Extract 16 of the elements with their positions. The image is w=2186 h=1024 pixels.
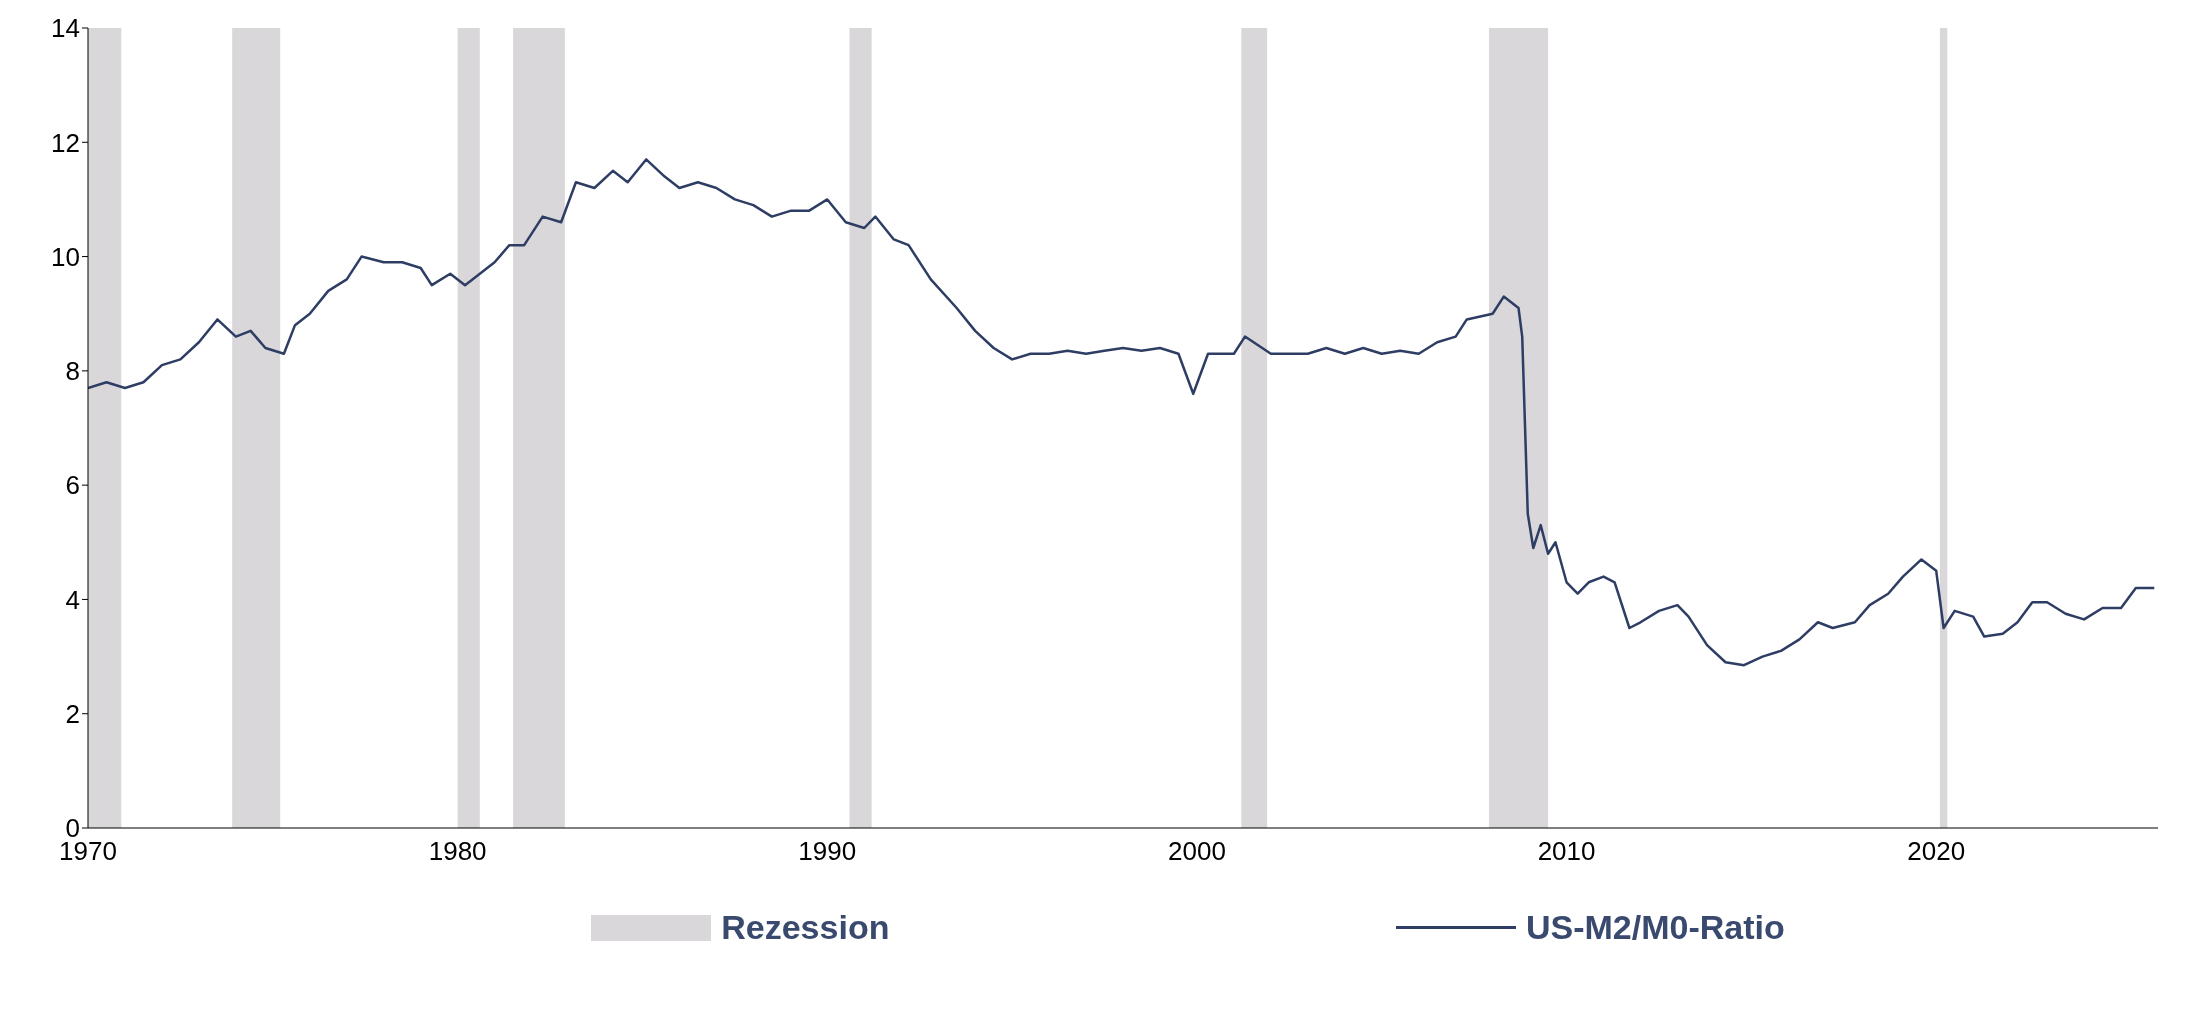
legend-label: Rezession bbox=[721, 908, 890, 947]
x-tick-label: 1980 bbox=[428, 836, 487, 867]
y-tick-label: 2 bbox=[65, 698, 80, 729]
y-tick-label: 4 bbox=[65, 584, 80, 615]
x-tick-label: 2020 bbox=[1907, 836, 1966, 867]
x-tick-label: 1970 bbox=[59, 836, 117, 867]
y-tick-label: 14 bbox=[51, 13, 80, 44]
legend-label: US-M2/M0-Ratio bbox=[1525, 908, 1785, 947]
x-tick-label: 1990 bbox=[798, 836, 857, 867]
line-series bbox=[88, 158, 2156, 667]
y-tick-label: 8 bbox=[65, 356, 80, 387]
x-tick-label: 2010 bbox=[1537, 836, 1596, 867]
y-tick-label: 10 bbox=[51, 241, 80, 272]
x-tick-label: 2000 bbox=[1168, 836, 1226, 867]
y-tick-label: 12 bbox=[51, 127, 80, 158]
y-tick-label: 6 bbox=[65, 470, 80, 501]
